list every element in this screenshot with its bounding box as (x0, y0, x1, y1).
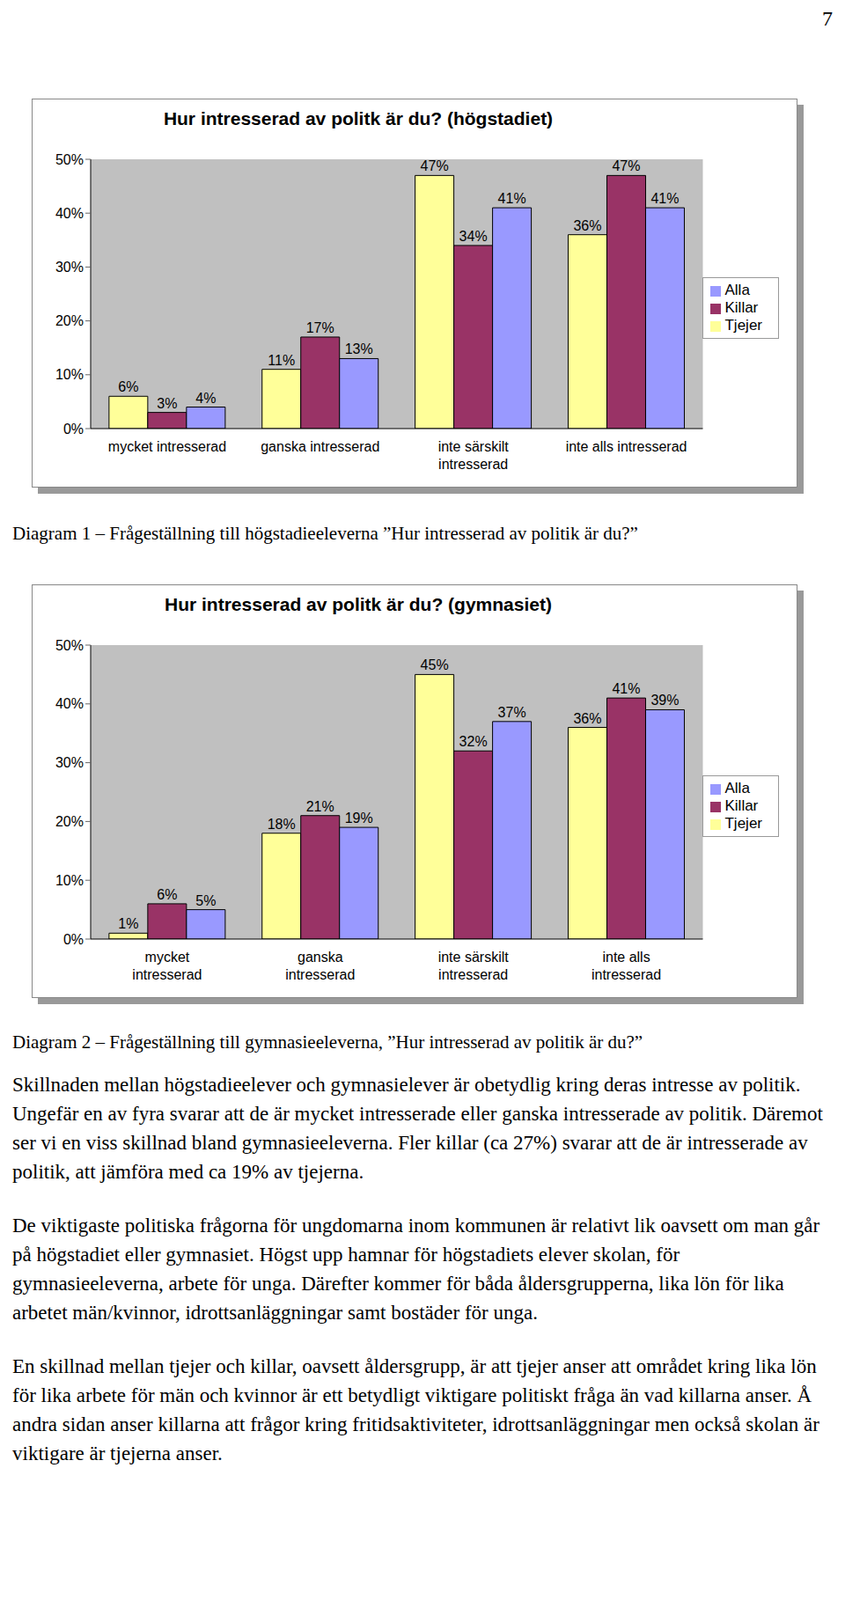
svg-text:0%: 0% (63, 932, 84, 948)
svg-text:4%: 4% (195, 390, 216, 406)
svg-text:11%: 11% (267, 352, 295, 368)
svg-text:13%: 13% (345, 341, 374, 357)
svg-text:5%: 5% (195, 893, 216, 909)
svg-text:34%: 34% (459, 228, 488, 244)
html-text:Killar: Killar (724, 299, 759, 316)
svg-text:47%: 47% (420, 158, 449, 174)
svg-text:6%: 6% (156, 887, 177, 903)
html-text:Alla: Alla (724, 281, 750, 299)
svg-text:0%: 0% (63, 421, 84, 437)
svg-text:32%: 32% (459, 734, 488, 750)
svg-text:41%: 41% (611, 681, 640, 697)
svg-text:18%: 18% (267, 816, 296, 832)
svg-text:36%: 36% (573, 711, 602, 727)
svg-text:inte särskiltintresserad: inte särskiltintresserad (438, 949, 510, 983)
svg-text:3%: 3% (156, 396, 177, 412)
svg-text:inte alls intresserad: inte alls intresserad (565, 439, 688, 455)
svg-text:47%: 47% (611, 158, 640, 174)
svg-text:6%: 6% (117, 379, 139, 395)
svg-text:40%: 40% (55, 205, 84, 221)
svg-text:36%: 36% (573, 218, 602, 234)
svg-text:40%: 40% (55, 696, 84, 712)
svg-text:ganskaintresserad: ganskaintresserad (285, 949, 355, 983)
svg-text:19%: 19% (345, 810, 374, 826)
svg-text:37%: 37% (498, 705, 527, 721)
svg-text:50%: 50% (55, 152, 84, 168)
html-text:De viktigaste politiska frågor: De viktigaste politiska frågorna för ung… (12, 1214, 820, 1324)
html-text:Killar: Killar (724, 797, 759, 815)
html-text:Diagram 2 – Frågeställning til: Diagram 2 – Frågeställning till gymnasie… (12, 1031, 643, 1053)
html-text:Hur intresserad av politk är d: Hur intresserad av politk är du? (högsta… (163, 108, 553, 129)
html-text:Tjejer: Tjejer (724, 316, 763, 334)
svg-text:10%: 10% (55, 873, 84, 889)
svg-text:20%: 20% (55, 313, 84, 329)
svg-text:41%: 41% (650, 191, 679, 206)
svg-text:1%: 1% (117, 916, 139, 932)
svg-text:10%: 10% (55, 367, 84, 383)
svg-text:50%: 50% (55, 638, 84, 654)
svg-text:inte allsintresserad: inte allsintresserad (591, 949, 662, 983)
svg-text:mycket intresserad: mycket intresserad (108, 439, 227, 455)
html-text:Alla: Alla (724, 779, 750, 797)
html-text:Hur intresserad av politk är d: Hur intresserad av politk är du? (gymnas… (164, 594, 552, 615)
html-text:Tjejer: Tjejer (724, 815, 763, 832)
svg-text:41%: 41% (498, 191, 527, 206)
svg-text:mycketintresserad: mycketintresserad (132, 949, 202, 983)
html-text:Diagram 1 – Frågeställning til: Diagram 1 – Frågeställning till högstadi… (12, 522, 639, 544)
svg-text:30%: 30% (55, 259, 84, 275)
html-text:En skillnad mellan tjejer och: En skillnad mellan tjejer och killar, oa… (12, 1355, 820, 1465)
svg-text:21%: 21% (306, 799, 335, 815)
svg-text:45%: 45% (420, 657, 449, 673)
svg-text:30%: 30% (55, 755, 84, 771)
html-text:Skillnaden mellan högstadieele: Skillnaden mellan högstadieelever och gy… (12, 1073, 823, 1183)
svg-text:20%: 20% (55, 814, 84, 830)
svg-text:ganska intresserad: ganska intresserad (260, 439, 380, 455)
svg-text:inte särskiltintresserad: inte särskiltintresserad (438, 439, 510, 472)
svg-text:17%: 17% (306, 320, 335, 336)
svg-text:39%: 39% (650, 692, 679, 708)
html-text:7: 7 (822, 7, 833, 30)
